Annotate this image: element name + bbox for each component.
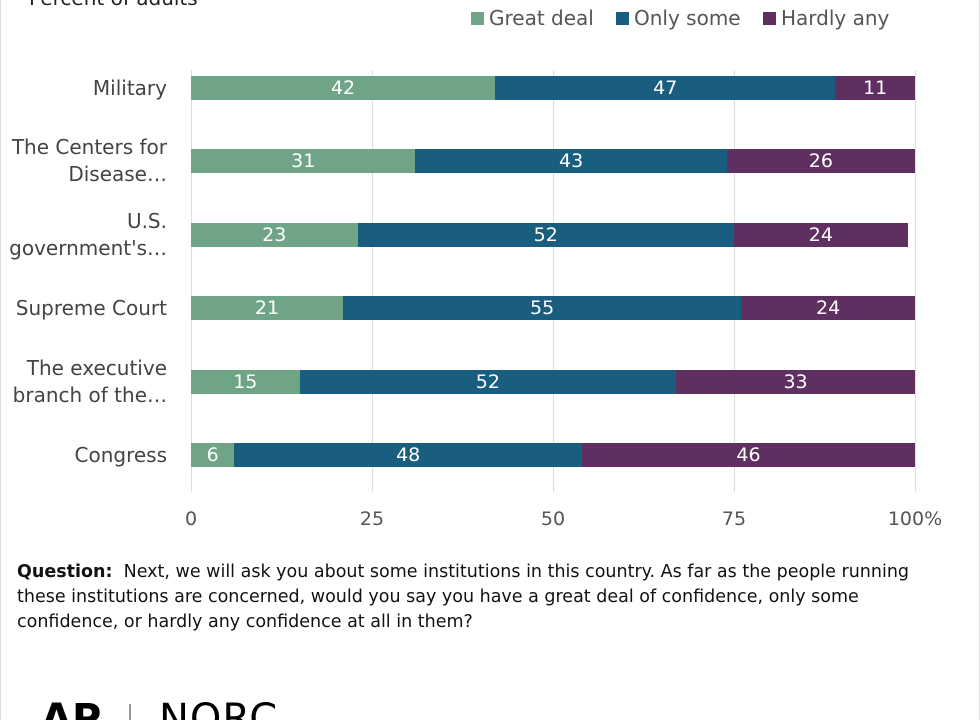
logo-divider bbox=[129, 704, 131, 720]
bar-segment bbox=[734, 222, 908, 247]
category-label: Congress bbox=[74, 442, 168, 467]
bar-segment bbox=[191, 296, 344, 321]
value-label: 42 bbox=[330, 77, 356, 99]
grid-line bbox=[190, 70, 192, 492]
bar-segment bbox=[191, 369, 300, 394]
x-tick-label: 100% bbox=[887, 508, 943, 530]
legend-swatch bbox=[471, 12, 484, 25]
logo-ap: AP bbox=[41, 696, 102, 720]
category-label: The executive branch of the… bbox=[12, 355, 167, 407]
bar-segment bbox=[676, 369, 915, 394]
value-label: 31 bbox=[291, 150, 316, 173]
legend-item: Hardly any bbox=[763, 6, 889, 30]
value-label: 43 bbox=[559, 150, 584, 173]
legend-label: Hardly any bbox=[781, 6, 890, 30]
bar-segment bbox=[299, 369, 677, 394]
value-label: 24 bbox=[816, 297, 841, 320]
subtitle: Percent of adults bbox=[29, 0, 198, 10]
value-label: 52 bbox=[533, 223, 558, 246]
x-tick-label: 0 bbox=[184, 508, 198, 530]
value-label: 47 bbox=[653, 77, 678, 99]
category-label: Military bbox=[92, 75, 167, 100]
value-label: 52 bbox=[475, 370, 500, 393]
legend-swatch bbox=[763, 12, 776, 25]
value-label: 46 bbox=[736, 444, 761, 466]
x-tick-label: 75 bbox=[721, 508, 747, 530]
bar-segment bbox=[191, 149, 416, 174]
legend-label: Great deal bbox=[489, 6, 594, 30]
legend-label: Only some bbox=[634, 6, 741, 30]
value-label: 6 bbox=[206, 444, 219, 466]
value-label: 24 bbox=[808, 223, 833, 246]
bar-segment bbox=[357, 222, 734, 247]
category-label: The Centers for Disease… bbox=[11, 135, 167, 187]
category-label: Supreme Court bbox=[15, 295, 167, 320]
bar-segment bbox=[581, 443, 915, 467]
value-label: 21 bbox=[254, 297, 280, 320]
value-label: 11 bbox=[863, 77, 888, 99]
value-label: 26 bbox=[808, 150, 833, 173]
bar-segment bbox=[191, 76, 496, 100]
bar-segment bbox=[191, 222, 358, 247]
category-label: U.S. government's… bbox=[9, 208, 167, 260]
legend-item: Only some bbox=[616, 6, 741, 30]
value-label: 48 bbox=[396, 444, 421, 466]
bar-segment bbox=[495, 76, 836, 100]
legend-item: Great deal bbox=[471, 6, 594, 30]
note-label: Question: bbox=[17, 562, 113, 582]
grid-line bbox=[733, 70, 735, 492]
value-label: 15 bbox=[233, 370, 258, 393]
x-tick-label: 50 bbox=[540, 508, 566, 530]
x-tick-label: 25 bbox=[359, 508, 385, 530]
note-text: Next, we will ask you about some institu… bbox=[17, 562, 910, 632]
legend-swatch bbox=[616, 12, 629, 25]
bar-segment bbox=[234, 443, 582, 467]
bar-segment bbox=[343, 296, 742, 321]
value-label: 55 bbox=[530, 297, 555, 320]
grid-line bbox=[552, 70, 554, 492]
bar-segment bbox=[741, 296, 915, 321]
bar-segment bbox=[835, 76, 915, 100]
bar-segment bbox=[415, 149, 727, 174]
note: Question: Next, we will ask you about so… bbox=[17, 560, 957, 635]
value-label: 23 bbox=[262, 223, 287, 246]
logo-norc: NORC bbox=[159, 696, 279, 720]
bar-segment bbox=[191, 443, 235, 467]
value-label: 33 bbox=[783, 370, 808, 393]
bar-segment bbox=[726, 149, 915, 174]
grid-line bbox=[914, 70, 916, 492]
grid-line bbox=[371, 70, 373, 492]
